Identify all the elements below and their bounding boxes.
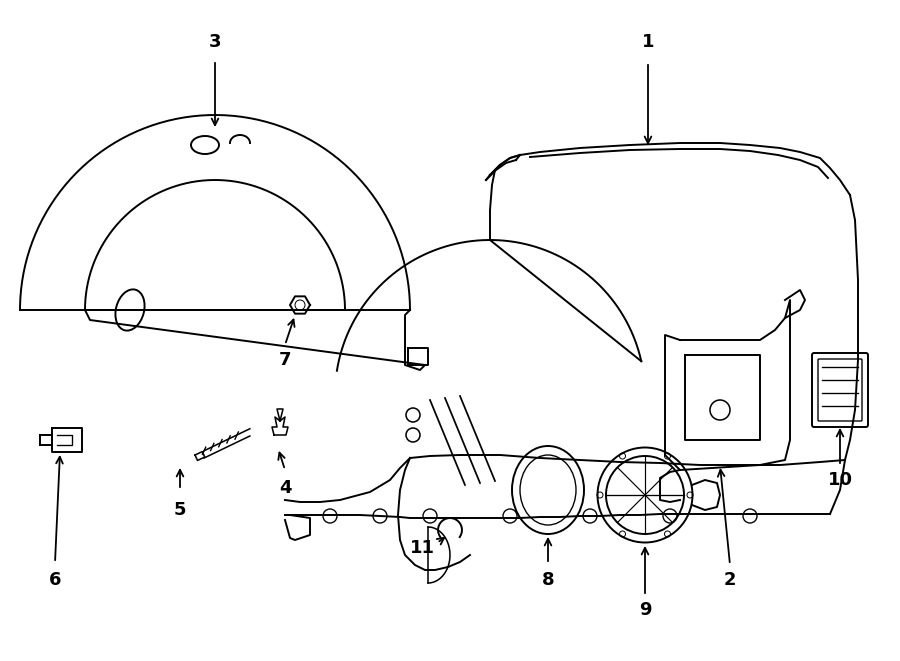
Text: 1: 1 — [642, 33, 654, 51]
Text: 4: 4 — [279, 479, 292, 497]
Text: 5: 5 — [174, 501, 186, 519]
Text: 7: 7 — [279, 351, 292, 369]
Text: 3: 3 — [209, 33, 221, 51]
Text: 11: 11 — [410, 539, 435, 557]
Text: 8: 8 — [542, 571, 554, 589]
Text: 2: 2 — [724, 571, 736, 589]
Text: 9: 9 — [639, 601, 652, 619]
Text: 6: 6 — [49, 571, 61, 589]
Text: 10: 10 — [827, 471, 852, 489]
